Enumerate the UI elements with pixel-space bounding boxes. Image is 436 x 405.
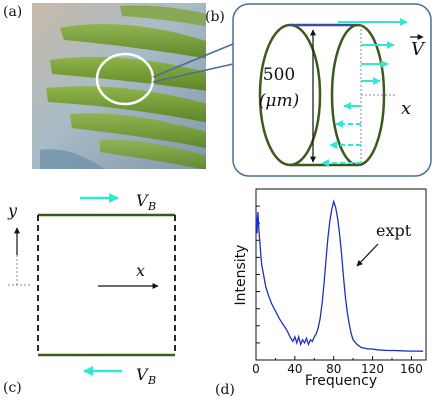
plot-frame xyxy=(255,188,427,361)
bottom-wall-velocity-sub: B xyxy=(147,374,156,387)
x-tick-label: 80 xyxy=(326,362,341,376)
spectrum-line xyxy=(255,199,424,352)
top-wall-velocity-sub: B xyxy=(147,200,156,213)
cylinder-front-end xyxy=(330,23,386,167)
leaf-photo xyxy=(32,3,206,169)
velocity-profile-arrows xyxy=(321,18,408,167)
panel-d: 0 40 80 120 160 Intensity Frequency expt (d) xyxy=(215,188,427,398)
annotation-arrow xyxy=(356,243,379,267)
callout-line-upper xyxy=(152,43,234,78)
x-tick-label: 160 xyxy=(400,362,423,376)
height-value: 500 xyxy=(263,65,295,85)
panel-d-label: (d) xyxy=(215,382,235,398)
x-symbol-c: x xyxy=(136,261,145,280)
panel-a-label: (a) xyxy=(3,4,22,20)
height-unit: (μm) xyxy=(259,91,299,111)
x-axis-label: Frequency xyxy=(305,373,377,389)
panel-c-label: (c) xyxy=(3,380,22,396)
panel-c: V B V B y x (c) xyxy=(3,191,176,396)
selection-circle xyxy=(95,52,155,106)
x-symbol-b: x xyxy=(401,98,411,119)
y-symbol: y xyxy=(7,201,18,220)
expt-annotation: expt xyxy=(376,221,412,240)
y-ticks xyxy=(256,205,260,344)
velocity-symbol: V xyxy=(411,39,426,60)
panel-b: 500 (μm) V x (b) xyxy=(152,3,432,177)
top-wall-velocity: V xyxy=(136,191,149,210)
x-ticks: 0 40 80 120 160 xyxy=(252,356,423,376)
y-axis-label: Intensity xyxy=(233,245,249,306)
callout-line-lower xyxy=(152,63,234,83)
panel-a: (a) xyxy=(3,3,206,169)
bottom-wall-velocity: V xyxy=(136,365,149,384)
x-tick-label: 40 xyxy=(287,362,302,376)
x-tick-label: 0 xyxy=(252,362,260,376)
x-tick-label: 120 xyxy=(361,362,384,376)
panel-b-label: (b) xyxy=(205,9,225,25)
